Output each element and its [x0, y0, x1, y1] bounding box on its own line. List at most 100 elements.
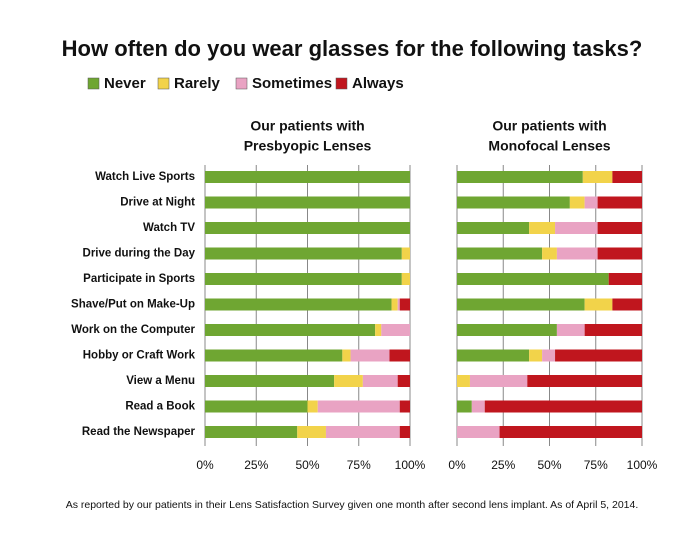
bar-segment: [205, 171, 410, 183]
bar-segment: [307, 400, 318, 413]
bar-segment: [205, 324, 376, 336]
panel-title: Presbyopic Lenses: [244, 138, 372, 154]
bar-segment: [471, 400, 485, 413]
y-tick-label: Drive during the Day: [83, 248, 196, 260]
x-tick-label: 25%: [244, 458, 268, 472]
chart-title: How often do you wear glasses for the fo…: [62, 36, 643, 61]
bar-segment: [317, 400, 400, 413]
bar-segment: [555, 349, 642, 362]
bar-segment: [325, 426, 400, 438]
bar-segment: [542, 247, 557, 260]
x-tick-label: 75%: [347, 458, 371, 472]
bar-segment: [457, 324, 557, 336]
bar-segment: [399, 400, 410, 413]
bar-segment: [584, 298, 613, 311]
footnote: As reported by our patients in their Len…: [66, 499, 639, 511]
y-tick-label: Drive at Night: [120, 197, 195, 209]
bar-segment: [457, 171, 583, 183]
bar-segment: [205, 196, 410, 209]
y-tick-label: Participate in Sports: [83, 273, 195, 285]
bar-segment: [350, 349, 390, 362]
bar-segment: [297, 426, 326, 438]
bar-segment: [342, 349, 351, 362]
x-tick-label: 0%: [448, 458, 466, 472]
y-tick-label: Read a Book: [125, 401, 195, 413]
bar-segment: [401, 273, 410, 285]
bar-segment: [555, 222, 598, 234]
bar-segment: [556, 247, 598, 260]
panel-title: Our patients with: [492, 118, 606, 134]
bar-segment: [397, 375, 410, 387]
bar-segment: [584, 196, 598, 209]
y-tick-label: Hobby or Craft Work: [83, 350, 196, 362]
bar-segment: [205, 273, 402, 285]
bar-segment: [582, 171, 613, 183]
bar-segment: [529, 222, 556, 234]
legend-label: Rarely: [174, 75, 221, 92]
bar-segment: [205, 426, 298, 438]
legend-label: Sometimes: [252, 75, 332, 92]
y-tick-label: View a Menu: [126, 375, 195, 387]
y-tick-label: Watch TV: [143, 222, 195, 234]
legend-swatch: [335, 77, 348, 90]
bar-segment: [612, 298, 642, 311]
panel-title: Our patients with: [250, 118, 364, 134]
bar-segment: [469, 375, 528, 387]
bar-segment: [597, 196, 642, 209]
bar-segment: [399, 298, 410, 311]
bar-segment: [499, 426, 642, 438]
bar-segment: [457, 400, 472, 413]
bar-segment: [597, 222, 642, 234]
x-tick-label: 100%: [627, 458, 658, 472]
y-tick-label: Work on the Computer: [71, 324, 195, 336]
bar-segment: [362, 375, 398, 387]
bar-segment: [375, 324, 382, 336]
bar-segment: [397, 298, 400, 311]
bar-segment: [401, 247, 410, 260]
bar-segment: [389, 349, 410, 362]
bar-segment: [457, 426, 500, 438]
bar-segment: [399, 426, 410, 438]
y-tick-label: Shave/Put on Make-Up: [71, 299, 195, 311]
bar-segment: [569, 196, 585, 209]
bar-segment: [527, 375, 642, 387]
legend-swatch: [157, 77, 170, 90]
bar-segment: [205, 349, 343, 362]
x-tick-label: 75%: [584, 458, 608, 472]
bar-segment: [556, 324, 585, 336]
bar-segment: [205, 400, 308, 413]
bar-segment: [457, 349, 530, 362]
bar-segment: [584, 324, 642, 336]
bar-segment: [205, 247, 402, 260]
legend-swatch: [235, 77, 248, 90]
x-tick-label: 0%: [196, 458, 214, 472]
panel-title: Monofocal Lenses: [488, 138, 610, 154]
bar-segment: [612, 171, 642, 183]
bar-segment: [391, 298, 398, 311]
bar-segment: [205, 298, 392, 311]
x-tick-label: 25%: [491, 458, 515, 472]
bar-segment: [484, 400, 642, 413]
bar-segment: [457, 247, 543, 260]
bar-segment: [529, 349, 543, 362]
y-tick-label: Watch Live Sports: [95, 171, 195, 183]
bar-segment: [457, 298, 585, 311]
bar-segment: [457, 273, 609, 285]
bar-segment: [205, 222, 410, 234]
bar-segment: [381, 324, 410, 336]
y-tick-label: Read the Newspaper: [82, 426, 196, 438]
bar-segment: [608, 273, 642, 285]
bar-segment: [597, 247, 642, 260]
legend-label: Always: [352, 75, 404, 92]
bar-segment: [457, 196, 570, 209]
x-tick-label: 50%: [537, 458, 561, 472]
bar-segment: [205, 375, 335, 387]
bar-segment: [457, 375, 470, 387]
legend-label: Never: [104, 75, 146, 92]
bar-segment: [542, 349, 556, 362]
x-tick-label: 50%: [295, 458, 319, 472]
x-tick-label: 100%: [395, 458, 426, 472]
bar-segment: [334, 375, 363, 387]
bar-segment: [457, 222, 530, 234]
